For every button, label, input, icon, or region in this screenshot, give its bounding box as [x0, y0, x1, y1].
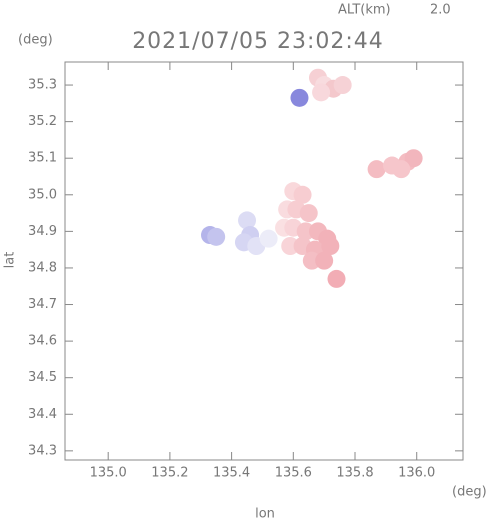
x-tick-label: 135.2 [151, 466, 188, 481]
y-axis-label: lat [3, 252, 18, 269]
y-tick-label: 34.4 [28, 407, 57, 422]
echo-point [367, 160, 386, 179]
y-tick-label: 34.7 [28, 297, 57, 312]
x-tick-label: 135.8 [336, 466, 373, 481]
altitude-value: 2.0 [430, 3, 451, 18]
echo-point [404, 149, 423, 168]
echo-point [302, 251, 321, 270]
x-axis-label: lon [255, 507, 275, 521]
echo-point [259, 229, 278, 248]
y-tick-label: 35.2 [28, 114, 57, 129]
echo-point [321, 237, 340, 256]
y-tick-label: 35.0 [28, 187, 57, 202]
echo-point [296, 222, 315, 241]
y-tick-label: 35.3 [28, 78, 57, 93]
y-tick-label: 34.6 [28, 334, 57, 349]
x-unit: (deg) [452, 485, 487, 500]
plot-frame [64, 61, 464, 461]
y-tick-label: 34.8 [28, 260, 57, 275]
y-tick-label: 34.3 [28, 443, 57, 458]
x-tick-label: 135.6 [275, 466, 312, 481]
echo-point [327, 269, 346, 288]
echo-point [207, 227, 226, 246]
echo-point [333, 76, 352, 95]
x-tick-label: 135.0 [90, 466, 127, 481]
y-tick-label: 34.9 [28, 224, 57, 239]
echo-point [392, 160, 411, 179]
y-tick-label: 34.5 [28, 370, 57, 385]
echo-point [293, 185, 312, 204]
x-tick-label: 135.4 [213, 466, 250, 481]
echo-point [238, 211, 257, 230]
x-tick-label: 136.0 [398, 466, 435, 481]
echo-point [315, 251, 334, 270]
chart-title: 2021/07/05 23:02:44 [132, 29, 384, 54]
echo-point [290, 88, 309, 107]
echo-point [281, 237, 300, 256]
y-tick-label: 35.1 [28, 151, 57, 166]
echo-point [299, 204, 318, 223]
altitude-label: ALT(km) [338, 3, 391, 18]
y-unit: (deg) [18, 33, 53, 48]
echo-point [312, 83, 331, 102]
